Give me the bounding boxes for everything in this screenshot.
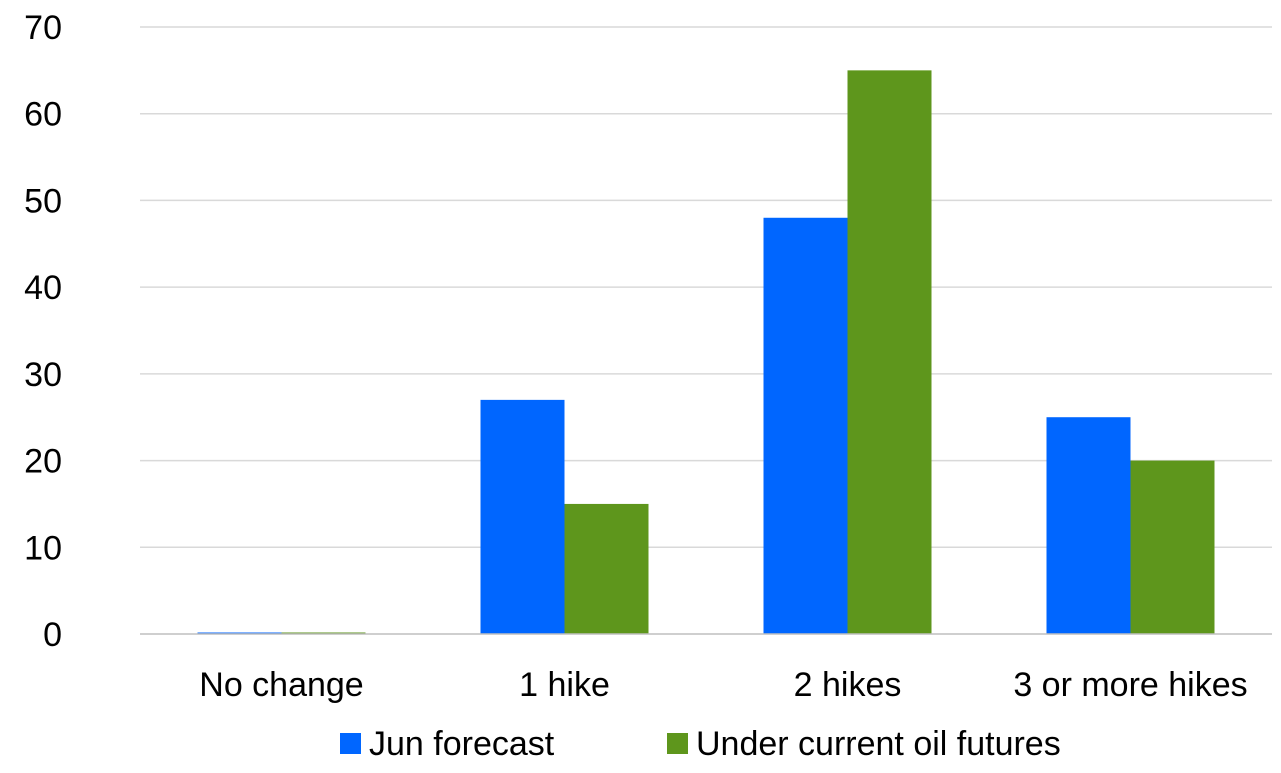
gridlines	[140, 26, 1272, 549]
legend-swatch-0	[340, 733, 361, 754]
x-tick-label: 3 or more hikes	[1013, 666, 1247, 704]
y-tick-label: 40	[24, 269, 62, 307]
legend-swatch-1	[667, 733, 688, 754]
y-tick-label: 10	[24, 529, 62, 567]
bar-oil-futures-3	[1130, 460, 1215, 634]
y-tick-label: 20	[24, 443, 62, 481]
bar-jun-forecast-3	[1046, 417, 1131, 634]
bar-jun-forecast-1	[480, 399, 565, 634]
y-tick-label: 50	[24, 182, 62, 220]
bar-jun-forecast-2	[763, 217, 848, 634]
bars	[197, 70, 1215, 635]
x-tick-label: 2 hikes	[794, 666, 902, 704]
y-tick-label: 0	[43, 616, 62, 654]
bar-oil-futures-2	[847, 70, 932, 635]
bar-oil-futures-1	[564, 503, 649, 634]
legend-label-1: Under current oil futures	[696, 725, 1061, 763]
legend-label-0: Jun forecast	[369, 725, 555, 763]
x-axis-tick-labels: No change 1 hike 2 hikes 3 or more hikes	[199, 666, 1247, 704]
y-tick-label: 70	[24, 9, 62, 47]
y-tick-label: 60	[24, 96, 62, 134]
y-tick-label: 30	[24, 356, 62, 394]
x-tick-label: No change	[199, 666, 363, 704]
y-axis-tick-labels: 0 10 20 30 40 50 60 70	[24, 9, 62, 654]
legend: Jun forecast Under current oil futures	[340, 725, 1061, 763]
x-tick-label: 1 hike	[519, 666, 610, 704]
